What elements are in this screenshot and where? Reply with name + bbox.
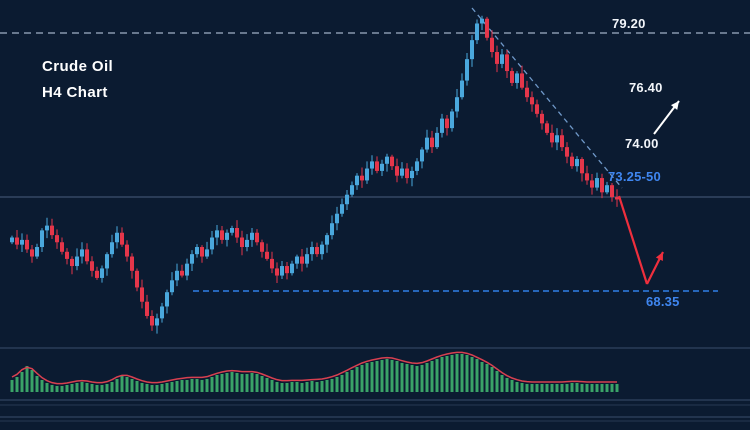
mid-price-label: 74.00 — [625, 136, 659, 151]
upside-target-label: 76.40 — [629, 80, 663, 95]
breakdown-zone-label: 73.25-50 — [608, 169, 661, 184]
chart-title-timeframe: H4 Chart — [42, 84, 108, 101]
support-price-label: 68.35 — [646, 294, 680, 309]
resistance-price-label: 79.20 — [612, 16, 646, 31]
chart-title-symbol: Crude Oil — [42, 58, 114, 75]
